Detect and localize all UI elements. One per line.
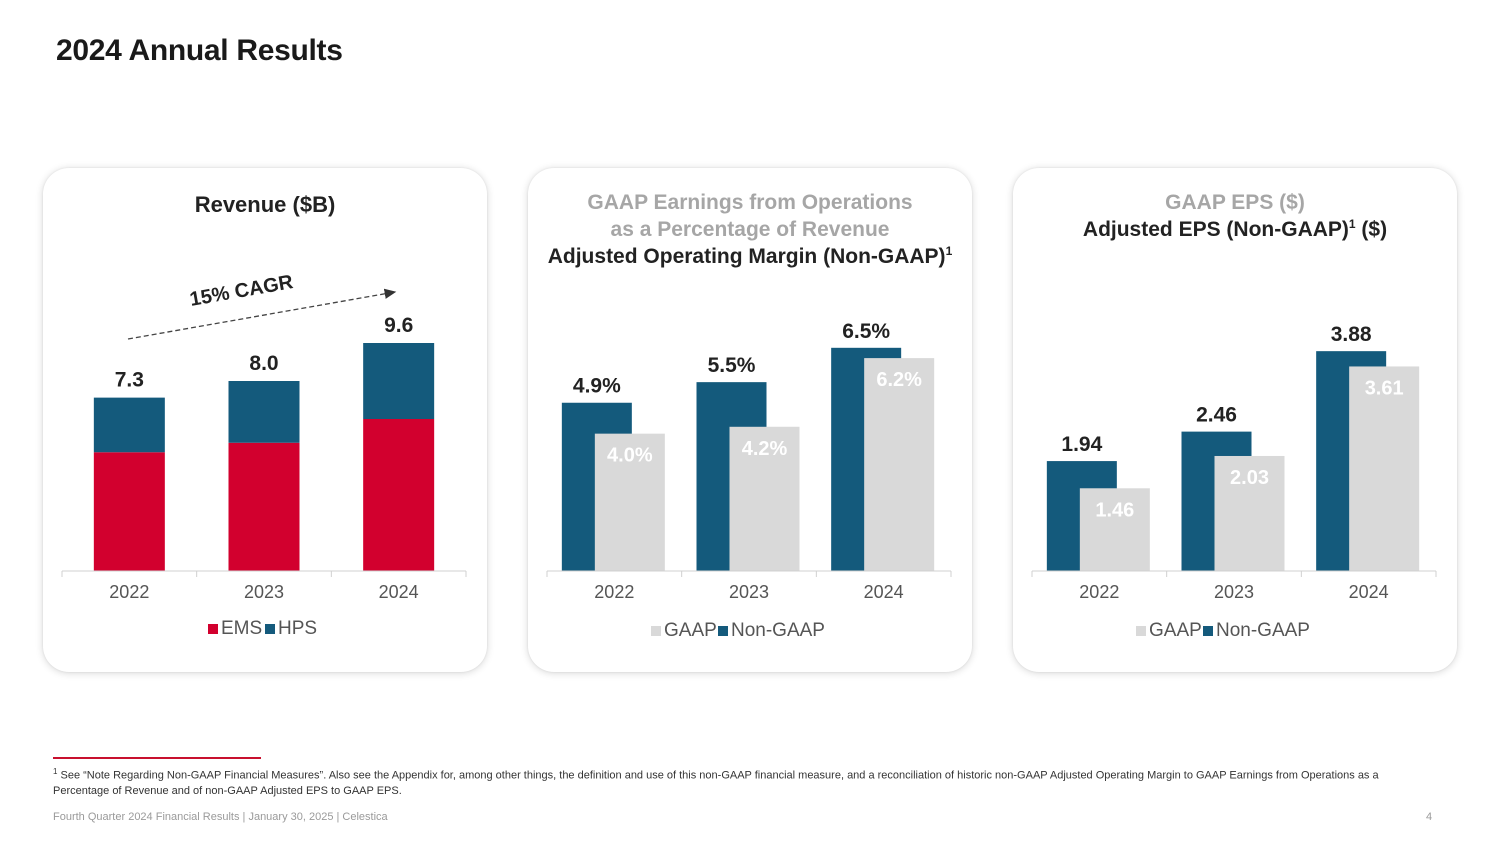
chart-title-line-1: GAAP EPS ($) (1165, 191, 1305, 214)
gaap-label-2024: 3.61 (1365, 377, 1404, 399)
nongaap-label-2022: 1.94 (1061, 433, 1102, 456)
chart-subtitle: Adjusted EPS (Non-GAAP)1 ($) (1083, 217, 1387, 241)
nongaap-label-2024: 6.5% (842, 320, 890, 343)
total-label-2022: 7.3 (115, 369, 144, 392)
cagr-label: 15% CAGR (188, 271, 295, 311)
x-tick-label: 2024 (864, 582, 904, 602)
x-tick-label: 2022 (594, 582, 634, 602)
bar-ems-2023 (228, 442, 300, 571)
operating-margin-chart: GAAP Earnings from Operations as a Percen… (546, 191, 953, 641)
bar-ems-2022 (93, 452, 165, 571)
gaap-label-2023: 4.2% (742, 438, 788, 460)
nongaap-label-2022: 4.9% (573, 375, 621, 398)
revenue-chart: Revenue ($B) 15% CAGR 7.3 8.0 9.6 2022 2023 202… (61, 192, 467, 639)
gaap-label-2024: 6.2% (876, 369, 922, 391)
legend-swatch (208, 624, 218, 634)
bar-gaap-2023 (729, 426, 800, 571)
x-tick-label: 2023 (244, 582, 284, 602)
chart-title-line-2: as a Percentage of Revenue (611, 218, 890, 241)
gaap-label-2023: 2.03 (1230, 467, 1269, 489)
footnote-text: See “Note Regarding Non-GAAP Financial M… (53, 769, 1379, 797)
legend-label: EMS (221, 618, 262, 639)
chart-title-line-1: GAAP Earnings from Operations (587, 191, 912, 214)
bar-gaap-2022 (594, 433, 665, 571)
nongaap-label-2023: 5.5% (708, 354, 756, 377)
nongaap-label-2024: 3.88 (1331, 323, 1372, 346)
bar-gaap-2024 (1349, 366, 1420, 571)
operating-margin-chart-card: GAAP Earnings from Operations as a Percen… (528, 168, 972, 672)
chart-subtitle: Adjusted Operating Margin (Non-GAAP)1 (548, 244, 953, 268)
revenue-chart-card: Revenue ($B) 15% CAGR 7.3 8.0 9.6 2022 2023 202… (43, 168, 487, 672)
total-label-2024: 9.6 (384, 314, 413, 337)
total-label-2023: 8.0 (249, 352, 278, 375)
legend-swatch (1136, 626, 1146, 636)
legend-swatch (1203, 626, 1213, 636)
page-number: 4 (1426, 811, 1433, 823)
eps-chart: GAAP EPS ($) Adjusted EPS (Non-GAAP)1 ($)… (1031, 191, 1437, 641)
bar-gaap-2022 (1079, 488, 1150, 571)
bar-hps-2024 (363, 343, 435, 419)
x-tick-label: 2023 (729, 582, 769, 602)
nongaap-label-2023: 2.46 (1196, 404, 1237, 427)
legend-swatch (651, 626, 661, 636)
gaap-label-2022: 1.46 (1095, 499, 1134, 521)
x-tick-label: 2023 (1214, 582, 1254, 602)
legend-label: HPS (278, 618, 317, 639)
cagr-arrow (127, 288, 397, 340)
bar-gaap-2023 (1214, 455, 1285, 571)
x-tick-label: 2024 (1349, 582, 1389, 602)
legend-label: GAAP (1149, 620, 1202, 641)
x-tick-label: 2024 (379, 582, 419, 602)
legend-label: Non-GAAP (731, 620, 825, 641)
footnote-rule (53, 757, 261, 759)
legend-label: GAAP (664, 620, 717, 641)
legend-swatch (265, 624, 275, 634)
gaap-label-2022: 4.0% (607, 445, 653, 467)
page-title: 2024 Annual Results (56, 34, 343, 67)
bar-hps-2023 (228, 381, 300, 443)
legend-swatch (718, 626, 728, 636)
bar-ems-2024 (363, 419, 435, 571)
legend-label: Non-GAAP (1216, 620, 1310, 641)
footnote: 1 See “Note Regarding Non-GAAP Financial… (53, 764, 1383, 799)
x-tick-label: 2022 (1079, 582, 1119, 602)
eps-chart-card: GAAP EPS ($) Adjusted EPS (Non-GAAP)1 ($)… (1013, 168, 1457, 672)
footer-text: Fourth Quarter 2024 Financial Results | … (53, 811, 388, 823)
x-tick-label: 2022 (109, 582, 149, 602)
bar-gaap-2024 (864, 358, 935, 571)
bar-hps-2022 (93, 397, 165, 453)
chart-title: Revenue ($B) (195, 192, 336, 217)
footnote-marker: 1 (53, 767, 58, 776)
